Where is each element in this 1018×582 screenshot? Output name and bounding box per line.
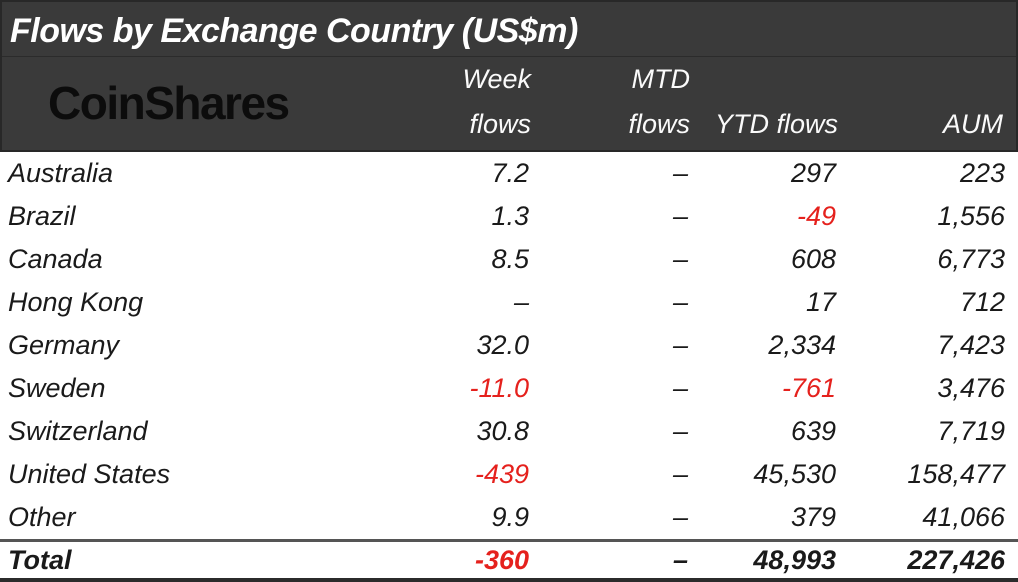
cell-ytd-flows: 48,993	[753, 544, 836, 575]
cell-ytd-flows: 297	[790, 158, 836, 188]
cell-ytd-flows: -49	[796, 201, 836, 231]
table-header: Flows by Exchange Country (US$m) CoinSha…	[0, 0, 1018, 152]
cell-aum: 6,773	[937, 244, 1005, 274]
col-header-week-line1: Week	[462, 64, 531, 94]
cell-ytd-flows: 45,530	[753, 459, 836, 489]
page-title: Flows by Exchange Country (US$m)	[10, 12, 578, 50]
cell-week-flows: 8.5	[491, 244, 529, 274]
table-body: Australia 7.2 – 297 223 Brazil 1.3 – -49…	[0, 152, 1018, 582]
cell-country: Australia	[8, 158, 114, 188]
col-header-aum: AUM	[943, 109, 1003, 139]
cell-country: Sweden	[8, 373, 106, 403]
cell-aum: 1,556	[937, 201, 1005, 231]
cell-mtd-flows: –	[672, 158, 688, 188]
cell-week-flows: 30.8	[476, 416, 529, 446]
col-header-mtd-line1: MTD	[631, 64, 690, 94]
cell-week-flows: 32.0	[476, 330, 529, 360]
col-header-week-line2: flows	[469, 109, 531, 139]
coinshares-logo: CoinShares	[48, 77, 290, 129]
cell-aum: 712	[959, 287, 1005, 317]
cell-ytd-flows: -761	[781, 373, 836, 403]
cell-country: Brazil	[8, 201, 76, 231]
col-header-mtd-flows: MTD flows	[531, 57, 690, 149]
cell-aum: 7,423	[937, 330, 1005, 360]
column-header-band: CoinShares Week flows MTD flows YTD flow…	[2, 57, 1016, 149]
cell-mtd-flows: –	[672, 330, 688, 360]
col-header-mtd-line2: flows	[628, 109, 690, 139]
table-row-sweden: Sweden -11.0 – -761 3,476	[0, 367, 1018, 410]
table-row-switzerland: Switzerland 30.8 – 639 7,719	[0, 410, 1018, 453]
title-band: Flows by Exchange Country (US$m)	[2, 2, 1016, 57]
table-row-other: Other 9.9 – 379 41,066	[0, 496, 1018, 539]
table-row-total: Total -360 – 48,993 227,426	[0, 539, 1018, 578]
cell-aum: 227,426	[907, 544, 1005, 575]
cell-country: United States	[8, 459, 171, 489]
cell-week-flows: 7.2	[491, 158, 529, 188]
cell-country: Switzerland	[8, 416, 148, 446]
cell-mtd-flows: –	[672, 416, 688, 446]
table-row-hong-kong: Hong Kong – – 17 712	[0, 281, 1018, 324]
cell-country: Canada	[8, 244, 103, 274]
cell-aum: 223	[959, 158, 1005, 188]
cell-ytd-flows: 608	[790, 244, 836, 274]
cell-ytd-flows: 379	[790, 502, 836, 532]
cell-mtd-flows: –	[672, 373, 688, 403]
cell-mtd-flows: –	[672, 287, 688, 317]
cell-week-flows: –	[513, 287, 529, 317]
cell-ytd-flows: 2,334	[768, 330, 836, 360]
cell-mtd-flows: –	[672, 244, 688, 274]
cell-week-flows: 1.3	[491, 201, 529, 231]
col-header-week-flows: Week flows	[300, 57, 531, 149]
cell-week-flows: 9.9	[491, 502, 529, 532]
cell-ytd-flows: 17	[805, 287, 836, 317]
cell-ytd-flows: 639	[790, 416, 836, 446]
cell-mtd-flows: –	[672, 502, 688, 532]
cell-aum: 3,476	[937, 373, 1005, 403]
cell-week-flows: -11.0	[469, 373, 529, 403]
cell-week-flows: -360	[474, 544, 529, 575]
bottom-rule	[0, 578, 1018, 582]
cell-aum: 158,477	[907, 459, 1005, 489]
table-row-brazil: Brazil 1.3 – -49 1,556	[0, 195, 1018, 238]
table-row-australia: Australia 7.2 – 297 223	[0, 152, 1018, 195]
cell-aum: 41,066	[922, 502, 1005, 532]
cell-country: Other	[8, 502, 76, 532]
col-header-ytd-flows: YTD flows	[714, 109, 838, 139]
cell-mtd-flows: –	[672, 459, 688, 489]
cell-mtd-flows: –	[672, 201, 688, 231]
cell-aum: 7,719	[937, 416, 1005, 446]
cell-week-flows: -439	[474, 459, 529, 489]
cell-mtd-flows: –	[672, 544, 688, 575]
table-row-canada: Canada 8.5 – 608 6,773	[0, 238, 1018, 281]
table-row-united-states: United States -439 – 45,530 158,477	[0, 453, 1018, 496]
cell-country: Total	[8, 544, 72, 575]
cell-country: Germany	[8, 330, 120, 360]
table-row-germany: Germany 32.0 – 2,334 7,423	[0, 324, 1018, 367]
cell-country: Hong Kong	[8, 287, 144, 317]
